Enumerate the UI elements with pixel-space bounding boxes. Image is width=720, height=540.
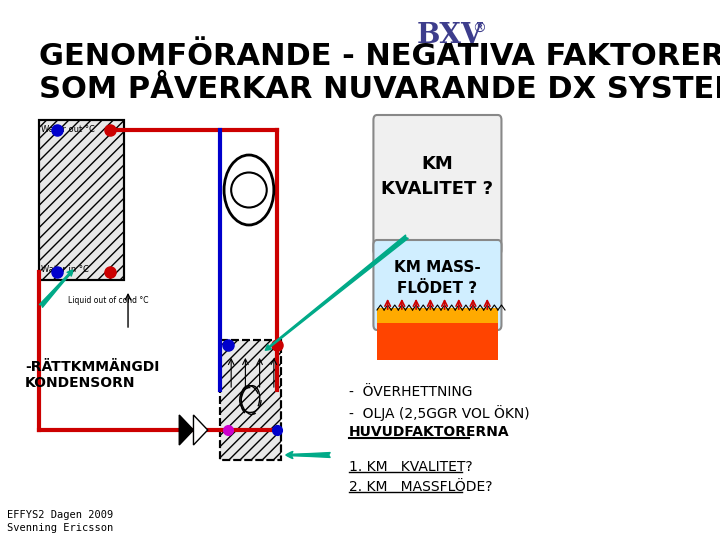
Polygon shape (194, 415, 207, 445)
FancyBboxPatch shape (374, 240, 501, 330)
Circle shape (224, 155, 274, 225)
Text: -  ÖVERHETTNING: - ÖVERHETTNING (348, 385, 472, 399)
Polygon shape (179, 415, 194, 445)
Text: BXV: BXV (417, 22, 484, 49)
Bar (39, 120, 125, 280)
Text: Water in °C: Water in °C (41, 266, 89, 274)
Text: -RÄTTKMMÄNGDI
KONDENSORN: -RÄTTKMMÄNGDI KONDENSORN (25, 360, 159, 390)
Text: ®: ® (472, 22, 486, 36)
Bar (377, 318, 498, 360)
Text: -  OLJA (2,5GGR VOL ÖKN): - OLJA (2,5GGR VOL ÖKN) (348, 405, 529, 421)
Text: Liquid out of cond °C: Liquid out of cond °C (68, 296, 148, 305)
Text: KM MASS-
FLÖDET ?: KM MASS- FLÖDET ? (394, 260, 481, 296)
Text: Water out °C: Water out °C (41, 125, 95, 134)
Text: 1. KM   KVALITET?: 1. KM KVALITET? (348, 460, 472, 474)
Bar (39, 120, 125, 280)
Bar (220, 340, 281, 460)
Bar (220, 340, 281, 460)
Text: HUVUDFAKTORERNA: HUVUDFAKTORERNA (348, 425, 509, 439)
Text: 2. KM   MASSFLÖDE?: 2. KM MASSFLÖDE? (348, 480, 492, 494)
FancyBboxPatch shape (374, 115, 501, 255)
Text: EFFYS2 Dagen 2009: EFFYS2 Dagen 2009 (7, 510, 113, 520)
Text: KM
KVALITET ?: KM KVALITET ? (382, 155, 493, 198)
Ellipse shape (231, 172, 266, 207)
Text: GENOMFÖRANDE - NEGATIVA FAKTORER: GENOMFÖRANDE - NEGATIVA FAKTORER (39, 42, 720, 71)
Text: Svenning Ericsson: Svenning Ericsson (7, 523, 113, 533)
Text: SOM PÅVERKAR NUVARANDE DX SYSTEM?: SOM PÅVERKAR NUVARANDE DX SYSTEM? (39, 75, 720, 104)
Bar (377, 308, 498, 323)
